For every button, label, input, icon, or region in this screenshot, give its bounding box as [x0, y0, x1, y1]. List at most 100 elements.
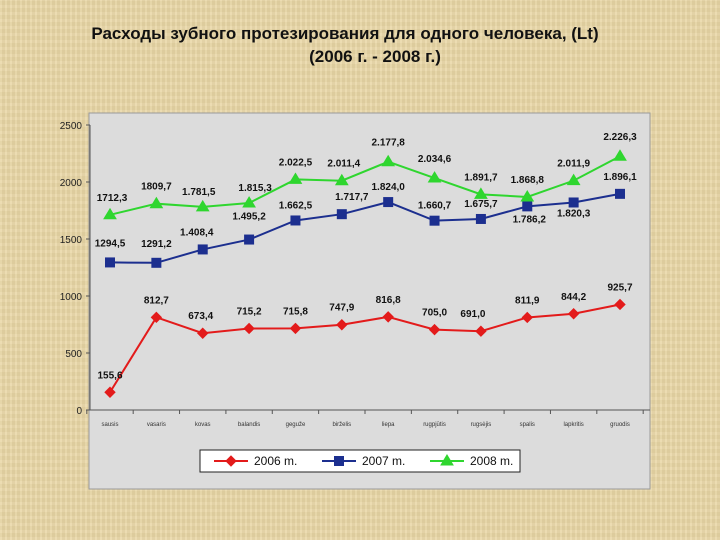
series-line [109, 155, 621, 216]
data-label: 715,2 [237, 306, 262, 317]
data-point [440, 454, 454, 466]
plot-area [88, 112, 651, 490]
data-label: 705,0 [422, 308, 447, 319]
legend: 2006 m. 2007 m. 2008 m. [199, 449, 521, 473]
data-label: 1.408,4 [180, 227, 214, 238]
data-label: 1294,5 [95, 238, 126, 249]
data-point [336, 209, 347, 220]
legend-box [199, 449, 521, 473]
data-point [383, 197, 394, 208]
data-point [244, 234, 255, 245]
data-point [381, 154, 396, 167]
data-label: 1.820,3 [557, 208, 591, 219]
x-tick-label: gruodis [610, 422, 630, 428]
data-point [225, 455, 237, 467]
data-point [242, 196, 256, 208]
x-tick-label: vasaris [147, 422, 166, 428]
data-point [336, 319, 348, 331]
x-tick-label: geguže [286, 422, 306, 428]
data-point [288, 172, 303, 184]
data-label: 1.662,5 [279, 200, 313, 211]
data-label: 2.011,9 [557, 159, 590, 170]
series-line [109, 303, 621, 393]
data-point [520, 189, 535, 202]
data-label: 1.781,5 [182, 187, 216, 198]
data-point [290, 215, 301, 226]
y-tick-label: 1500 [60, 235, 83, 246]
data-point [568, 197, 579, 208]
data-label: 1.824,0 [371, 182, 405, 193]
data-point [521, 311, 533, 324]
data-label: 1.896,1 [603, 172, 637, 183]
data-label: 1.815,3 [238, 183, 272, 194]
y-tick-label: 2500 [60, 121, 83, 132]
data-point [104, 386, 116, 398]
x-tick-label: lapkritis [563, 422, 583, 428]
data-point [149, 196, 164, 209]
y-tick-label: 0 [76, 406, 82, 417]
data-label: 747,9 [329, 303, 354, 314]
data-point [566, 173, 581, 186]
data-label: 816,8 [376, 295, 401, 306]
y-tick-label: 500 [65, 349, 82, 360]
data-label: 2.022,5 [279, 157, 313, 168]
x-tick-label: balandis [238, 422, 260, 428]
x-tick-label: rugpjūtis [423, 422, 446, 428]
data-point [197, 244, 208, 255]
x-tick-label: kovas [195, 422, 211, 428]
data-label: 2.034,6 [418, 154, 452, 165]
data-label: 1291,2 [141, 239, 172, 250]
data-label: 1.717,7 [335, 192, 369, 203]
data-label: 1.868,8 [511, 175, 545, 186]
data-point [150, 311, 163, 324]
data-label: 1.495,2 [232, 212, 266, 223]
data-point [567, 308, 580, 320]
x-tick-label: rugsėjis [471, 422, 492, 428]
data-point [334, 173, 349, 186]
data-label: 1.786,2 [513, 214, 547, 225]
data-label: 2.177,8 [371, 138, 405, 149]
slide-title: Расходы зубного протезирования для одног… [0, 22, 720, 68]
data-point [105, 257, 115, 268]
series-2006m: 155,6 812,7 673,4 715,2 715,8 747,9 816,8 705,0… [97, 282, 633, 398]
data-point [334, 456, 344, 466]
data-label: 1809,7 [141, 182, 172, 193]
data-point [475, 325, 487, 337]
legend-label: 2007 m. [362, 454, 405, 468]
y-tick-label: 1000 [60, 292, 83, 303]
data-point [197, 327, 209, 339]
data-point [382, 311, 394, 323]
data-point [151, 257, 162, 268]
data-label: 691,0 [460, 309, 485, 320]
data-point [429, 215, 440, 226]
data-label: 2.226,3 [603, 132, 637, 143]
data-point [614, 298, 626, 311]
data-point [522, 201, 533, 212]
data-label: 1.675,7 [464, 199, 498, 210]
data-point [474, 187, 488, 199]
x-tick-label: sausis [101, 422, 118, 428]
data-label: 1.660,7 [418, 201, 452, 212]
legend-label: 2006 m. [254, 454, 297, 468]
data-label: 673,4 [188, 311, 213, 322]
data-point [289, 322, 302, 335]
data-point [427, 171, 442, 183]
data-point [428, 323, 441, 336]
x-tick-label: birželis [332, 422, 351, 428]
legend-label: 2008 m. [470, 454, 513, 468]
data-label: 1.891,7 [464, 172, 498, 183]
title-line-2: (2006 г. - 2008 г.) [309, 47, 441, 66]
data-point [243, 322, 255, 335]
data-label: 811,9 [515, 295, 540, 306]
series-line [109, 192, 621, 264]
data-label: 1712,3 [97, 193, 128, 204]
title-line-1: Расходы зубного протезирования для одног… [91, 24, 599, 43]
data-point [475, 213, 486, 224]
data-label: 2.011,4 [327, 159, 360, 170]
data-point [613, 149, 627, 161]
data-point [103, 207, 117, 220]
data-label: 155,6 [97, 370, 122, 381]
x-tick-label: liepa [382, 422, 395, 428]
data-label: 844,2 [561, 292, 586, 303]
series-2007m: 1294,5 1291,2 1.408,4 1.495,2 1.662,5 1.717,7… [95, 172, 637, 268]
